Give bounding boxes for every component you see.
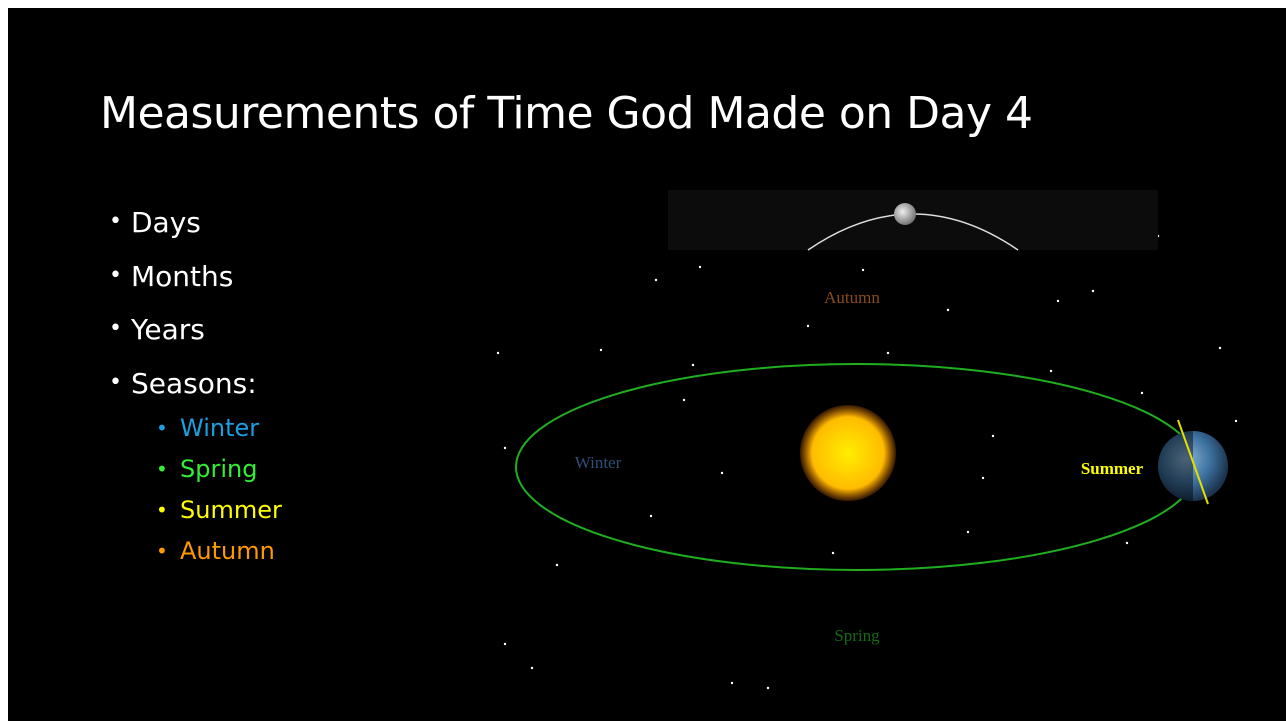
page: Measurements of Time God Made on Day 4 D… xyxy=(0,0,1286,721)
season-label: Summer xyxy=(1081,459,1144,478)
season-label: Spring xyxy=(834,626,880,645)
earth-shadow xyxy=(1158,431,1193,501)
sun xyxy=(800,405,896,501)
season-label: Winter xyxy=(575,453,622,472)
orbit-diagram: Autumn Winter Summer Spring xyxy=(8,8,1286,721)
moon xyxy=(894,203,916,225)
season-label: Autumn xyxy=(824,288,880,307)
slide: Measurements of Time God Made on Day 4 D… xyxy=(8,8,1286,721)
